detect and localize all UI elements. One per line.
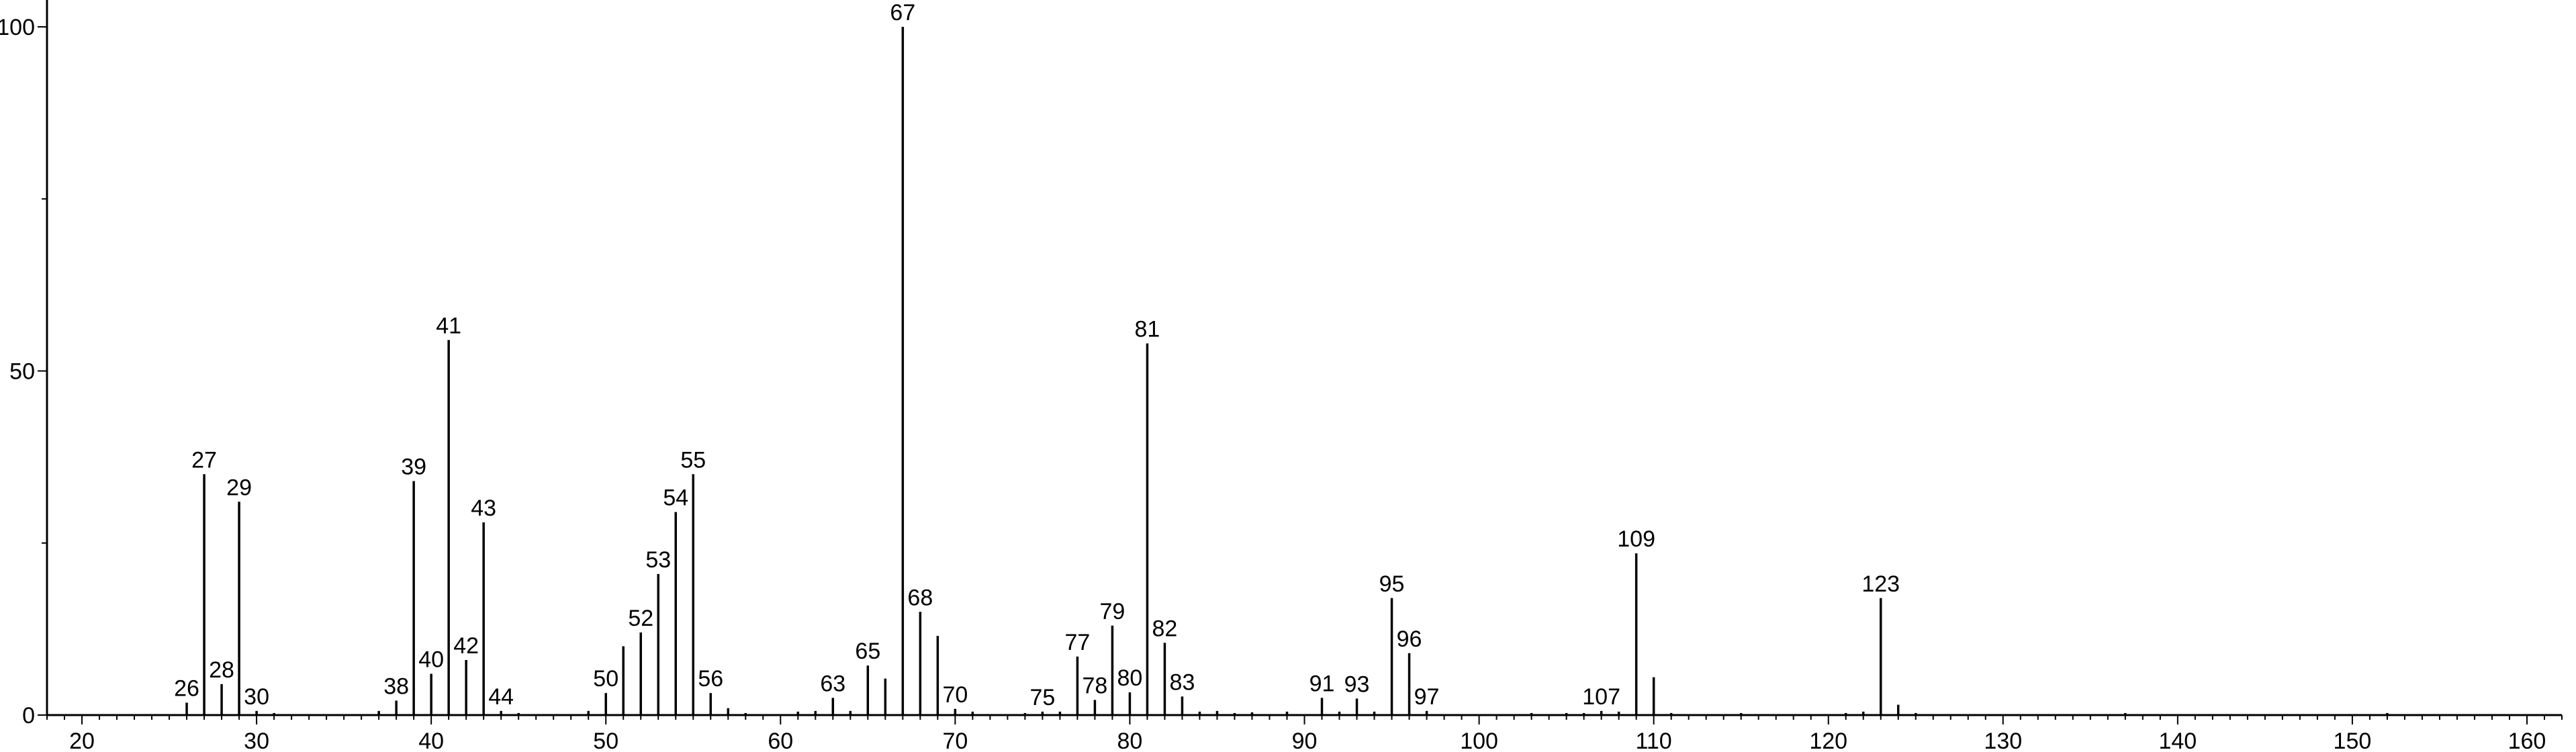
peak-labels: 26 27 28 29 30 38 39 40 41 42 43 44 50 52 53 54 55 56 63 65… [174, 0, 1900, 710]
peak-label: 52 [628, 606, 653, 631]
peak-label: 53 [645, 547, 671, 573]
y-tick-label: 50 [9, 359, 35, 385]
peak-label: 123 [1861, 571, 1900, 597]
y-tick-label: 100 [0, 15, 35, 40]
peak-label: 43 [471, 496, 496, 521]
peak-label: 95 [1379, 571, 1405, 597]
peak-label: 107 [1582, 684, 1620, 710]
peak-label: 38 [383, 673, 409, 699]
peak-label: 39 [401, 455, 426, 480]
peak-label: 77 [1064, 630, 1090, 655]
x-tick-label: 70 [942, 728, 968, 752]
x-tick-label: 60 [768, 728, 793, 752]
axes [46, 0, 2562, 716]
x-tick-label: 130 [1984, 728, 2022, 752]
x-axis-ticks: 20 30 40 50 60 70 80 90 100 110 120 130 140 150 160 [46, 715, 2563, 752]
x-tick-label: 30 [244, 728, 269, 752]
x-tick-label: 50 [593, 728, 618, 752]
peak-label: 97 [1414, 684, 1440, 710]
peak-label: 70 [942, 682, 968, 708]
x-tick-label: 40 [418, 728, 444, 752]
peak-label: 29 [226, 475, 252, 500]
peak-label: 41 [436, 313, 461, 338]
peak-label: 109 [1617, 526, 1655, 552]
peak-label: 82 [1152, 616, 1178, 641]
peak-label: 67 [890, 0, 915, 26]
x-tick-label: 150 [2334, 728, 2372, 752]
peak-label: 81 [1135, 317, 1160, 342]
peak-label: 93 [1344, 671, 1370, 697]
peak-label: 54 [663, 485, 688, 511]
peak-label: 63 [820, 671, 845, 696]
peak-label: 28 [209, 657, 234, 683]
peak-label: 79 [1100, 599, 1125, 624]
peak-label: 42 [453, 633, 479, 659]
peak-label: 26 [174, 676, 199, 702]
y-tick-label: 0 [22, 703, 35, 728]
peak-label: 75 [1029, 685, 1055, 710]
peak-label: 91 [1309, 671, 1335, 696]
peak-label: 83 [1170, 669, 1195, 695]
peak-label: 80 [1117, 665, 1143, 691]
x-tick-label: 160 [2508, 728, 2546, 752]
peak-label: 96 [1397, 626, 1422, 652]
peak-label: 78 [1083, 673, 1108, 698]
y-axis-ticks: 0 50 100 [0, 15, 47, 728]
peak-label: 50 [593, 666, 618, 692]
x-tick-label: 120 [1809, 728, 1847, 752]
peak-label: 44 [488, 684, 514, 710]
peak-label: 27 [191, 447, 217, 473]
x-tick-label: 110 [1636, 728, 1672, 752]
peak-label: 65 [855, 639, 880, 664]
x-tick-label: 90 [1292, 728, 1318, 752]
peak-label: 68 [907, 585, 933, 610]
peak-label: 30 [244, 684, 269, 710]
peak-label: 56 [698, 666, 723, 692]
x-tick-label: 100 [1460, 728, 1498, 752]
peak-bars [185, 27, 2389, 715]
peak-label: 40 [418, 647, 444, 673]
peak-label: 55 [680, 447, 706, 473]
x-tick-label: 20 [69, 728, 95, 752]
x-tick-label: 80 [1117, 728, 1143, 752]
x-tick-label: 140 [2158, 728, 2197, 752]
